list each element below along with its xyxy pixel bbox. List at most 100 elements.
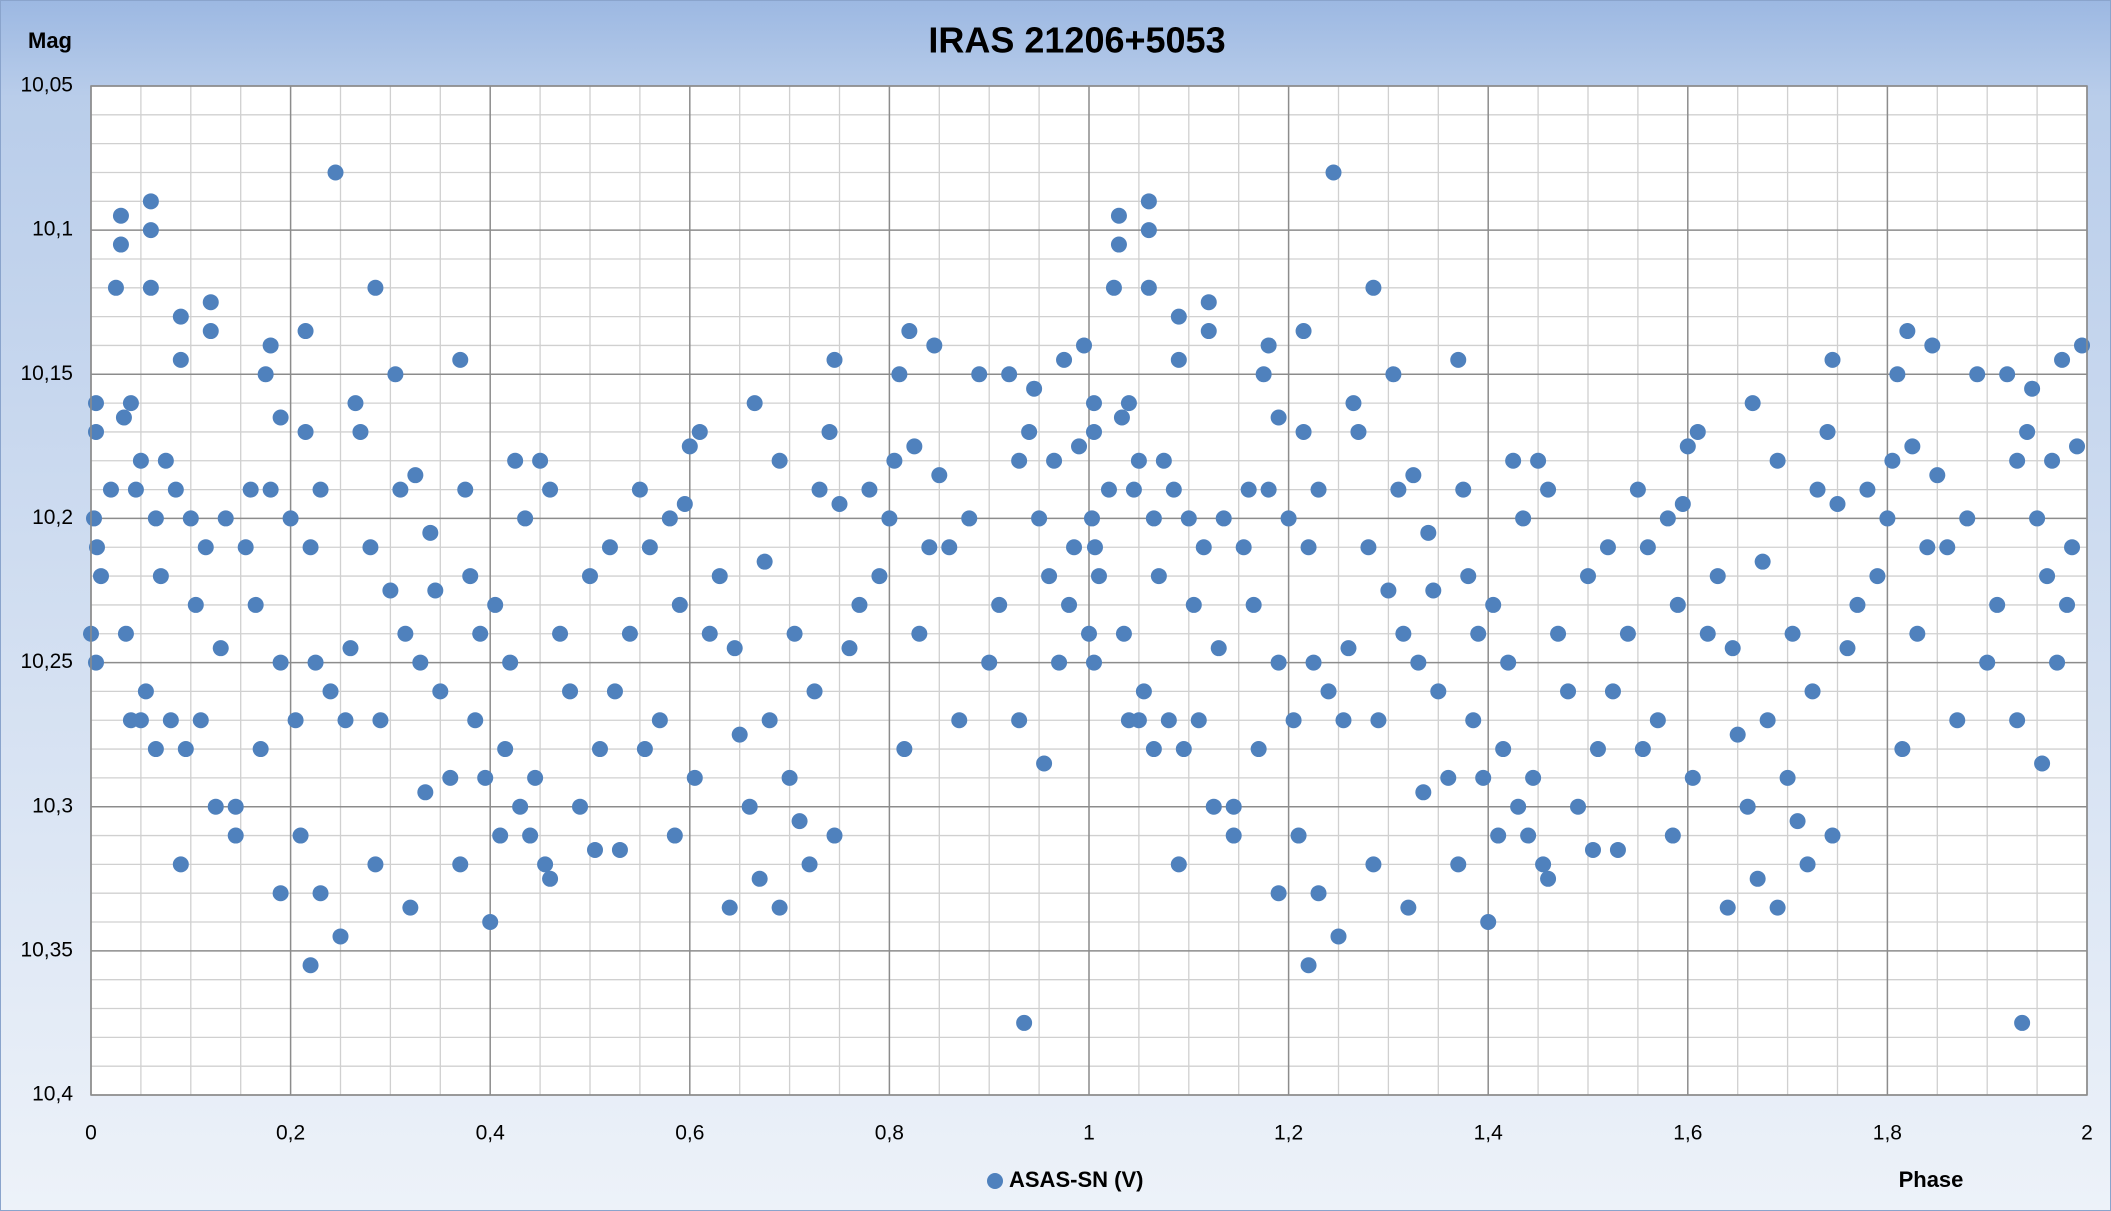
point	[1036, 755, 1053, 772]
point	[1285, 712, 1302, 729]
point	[821, 423, 838, 440]
point	[417, 784, 434, 801]
point	[1325, 164, 1342, 181]
point	[1550, 625, 1567, 642]
point	[1110, 207, 1127, 224]
point	[302, 539, 319, 556]
point	[921, 539, 938, 556]
point	[1450, 351, 1467, 368]
point	[891, 366, 908, 383]
point	[237, 539, 254, 556]
point	[572, 798, 589, 815]
point	[1071, 438, 1088, 455]
point	[1150, 568, 1167, 585]
point	[347, 395, 364, 412]
point	[177, 741, 194, 758]
point	[272, 654, 289, 671]
point	[472, 625, 489, 642]
point	[861, 481, 878, 498]
point	[107, 279, 124, 296]
point	[1634, 741, 1651, 758]
point	[1085, 654, 1102, 671]
point	[502, 654, 519, 671]
point	[1110, 236, 1127, 253]
point	[806, 683, 823, 700]
y-tick-label: 10,15	[20, 362, 73, 385]
point	[1659, 510, 1676, 527]
point	[1380, 582, 1397, 599]
point	[826, 827, 843, 844]
point	[831, 496, 848, 513]
point	[1130, 452, 1147, 469]
point	[352, 423, 369, 440]
point	[1300, 957, 1317, 974]
point	[826, 351, 843, 368]
point	[2074, 337, 2091, 354]
point	[636, 741, 653, 758]
point	[1026, 380, 1043, 397]
point	[1076, 337, 1093, 354]
point	[297, 423, 314, 440]
point	[1609, 841, 1626, 858]
point	[172, 308, 189, 325]
point	[1155, 452, 1172, 469]
point	[102, 481, 119, 498]
point	[1510, 798, 1527, 815]
point	[367, 279, 384, 296]
point	[85, 510, 102, 527]
point	[1829, 496, 1846, 513]
point	[1031, 510, 1048, 527]
point	[951, 712, 968, 729]
point	[1083, 510, 1100, 527]
point	[362, 539, 379, 556]
point	[1115, 625, 1132, 642]
point	[88, 539, 105, 556]
point	[1180, 510, 1197, 527]
point	[931, 467, 948, 484]
point	[167, 481, 184, 498]
point	[542, 481, 559, 498]
point	[142, 279, 159, 296]
point	[971, 366, 988, 383]
point	[2009, 712, 2026, 729]
point	[1689, 423, 1706, 440]
point	[591, 741, 608, 758]
point	[1061, 596, 1078, 613]
point	[1744, 395, 1761, 412]
point	[1455, 481, 1472, 498]
point	[741, 798, 758, 815]
point	[1175, 741, 1192, 758]
point	[1784, 625, 1801, 642]
point	[1215, 510, 1232, 527]
y-tick-label: 10,05	[20, 74, 73, 97]
point	[1051, 654, 1068, 671]
point	[307, 654, 324, 671]
point	[202, 294, 219, 311]
points	[83, 164, 2091, 1031]
point	[132, 712, 149, 729]
point	[242, 481, 259, 498]
point	[1859, 481, 1876, 498]
point	[302, 957, 319, 974]
point	[1779, 769, 1796, 786]
point	[841, 640, 858, 657]
point	[1400, 899, 1417, 916]
point	[1290, 827, 1307, 844]
point	[1580, 568, 1596, 585]
point	[1869, 568, 1886, 585]
plot-border	[90, 85, 2088, 1096]
point	[1495, 741, 1512, 758]
point	[2059, 596, 2076, 613]
point	[112, 207, 129, 224]
point	[1959, 510, 1976, 527]
point	[402, 899, 419, 916]
point	[1739, 798, 1756, 815]
point	[1924, 337, 1941, 354]
point	[162, 712, 179, 729]
point	[1330, 928, 1347, 945]
point	[896, 741, 913, 758]
point	[312, 885, 329, 902]
point	[212, 640, 229, 657]
point	[272, 885, 289, 902]
